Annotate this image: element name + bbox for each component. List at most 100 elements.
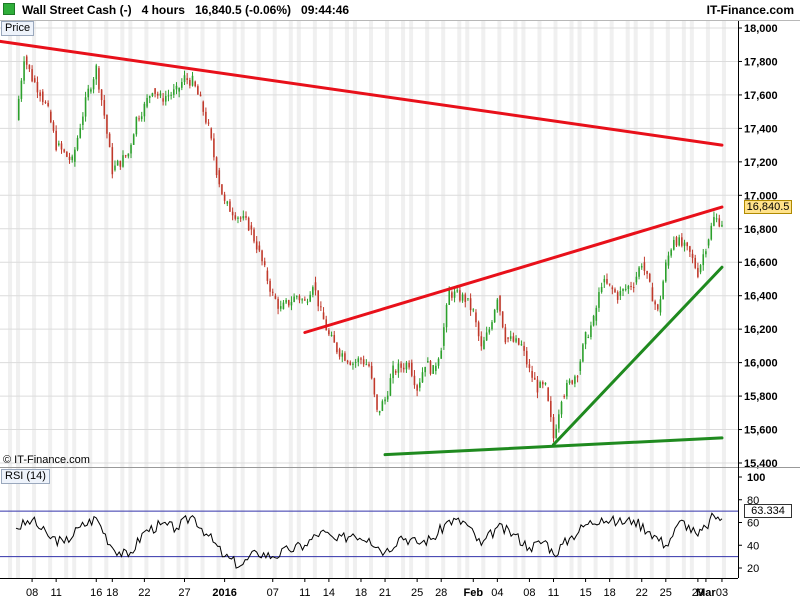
candle-down xyxy=(156,93,159,96)
candle-down xyxy=(413,375,416,386)
candle-down xyxy=(429,361,432,374)
candle-up xyxy=(354,361,357,363)
candle-up xyxy=(483,340,485,350)
candle-down xyxy=(416,385,418,391)
candle-up xyxy=(713,217,715,226)
candle-up xyxy=(181,82,183,88)
candle-down xyxy=(154,88,156,94)
timeframe[interactable]: 4 hours xyxy=(141,3,185,17)
day-band xyxy=(160,21,165,578)
candle-down xyxy=(630,285,632,287)
candle-up xyxy=(673,239,675,250)
candle-down xyxy=(376,394,378,410)
day-band xyxy=(240,21,245,578)
site-name[interactable]: IT-Finance.com xyxy=(706,3,794,17)
x-tick-label: 22 xyxy=(636,587,648,599)
candle-up xyxy=(392,365,394,379)
candle-up xyxy=(116,160,119,166)
price-tick-label: 17,400 xyxy=(744,123,778,135)
candle-down xyxy=(68,156,71,161)
day-band xyxy=(344,21,349,578)
day-band xyxy=(312,21,317,578)
candle-up xyxy=(312,287,314,295)
candle-up xyxy=(544,382,547,385)
candle-down xyxy=(552,417,555,439)
candle-up xyxy=(58,143,60,146)
candle-down xyxy=(253,229,255,242)
candle-up xyxy=(574,376,576,384)
day-band xyxy=(216,21,221,578)
x-tick-label: Feb xyxy=(464,587,484,599)
candle-up xyxy=(432,365,434,374)
candle-up xyxy=(71,156,73,161)
day-band xyxy=(232,21,237,578)
candle-down xyxy=(36,81,39,93)
candle-up xyxy=(357,358,360,362)
candle-down xyxy=(336,342,338,353)
day-band xyxy=(128,21,133,578)
candle-down xyxy=(25,56,28,65)
candle-down xyxy=(571,380,574,384)
candle-down xyxy=(373,378,376,395)
candle-down xyxy=(28,64,31,70)
day-band xyxy=(369,21,374,578)
day-band xyxy=(441,21,446,578)
candle-up xyxy=(191,75,194,86)
candle-up xyxy=(95,65,98,80)
candle-down xyxy=(124,155,127,157)
candle-down xyxy=(41,91,44,102)
candle-up xyxy=(665,262,667,282)
candle-up xyxy=(381,401,384,411)
day-band xyxy=(144,21,149,578)
candle-down xyxy=(656,304,659,310)
candle-down xyxy=(344,353,346,361)
candle-up xyxy=(114,165,116,171)
candle-up xyxy=(640,266,643,268)
clock-time: 09:44:46 xyxy=(301,3,350,17)
x-tick-label: 18 xyxy=(604,587,616,599)
candle-up xyxy=(702,254,705,266)
candle-down xyxy=(55,130,57,151)
candle-up xyxy=(595,307,598,321)
candle-up xyxy=(419,382,421,388)
rsi-tick-label: 40 xyxy=(747,540,759,552)
x-tick-label: 11 xyxy=(50,587,61,599)
candle-down xyxy=(231,211,234,216)
last-rsi-badge: 63.334 xyxy=(744,504,792,518)
day-band xyxy=(593,21,598,578)
candle-down xyxy=(213,138,215,158)
chart-header: Wall Street Cash (-) 4 hours 16,840.5 (-… xyxy=(0,0,800,21)
candle-up xyxy=(20,80,23,99)
candle-down xyxy=(697,267,699,277)
price-tick-label: 16,400 xyxy=(744,291,778,303)
candle-down xyxy=(138,118,140,120)
candle-up xyxy=(485,332,488,341)
candle-up xyxy=(146,97,148,107)
candle-down xyxy=(255,241,258,250)
day-band xyxy=(176,21,181,578)
candle-down xyxy=(210,128,213,139)
candle-down xyxy=(451,292,453,298)
candle-down xyxy=(536,379,539,393)
candle-up xyxy=(424,366,426,373)
price-tick-label: 16,000 xyxy=(744,358,778,370)
candle-up xyxy=(23,61,25,81)
day-band xyxy=(184,21,189,578)
candle-up xyxy=(183,75,186,83)
candle-down xyxy=(333,335,336,343)
candle-up xyxy=(397,363,400,373)
x-tick-label: 16 xyxy=(90,587,102,599)
candle-down xyxy=(691,253,694,258)
candle-up xyxy=(421,372,424,383)
x-tick-label: 08 xyxy=(26,587,38,599)
candle-down xyxy=(459,290,461,301)
candle-up xyxy=(301,299,303,301)
x-tick-label: 15 xyxy=(579,587,591,599)
candle-up xyxy=(456,290,459,292)
candle-up xyxy=(386,395,389,400)
day-band xyxy=(425,21,430,578)
candle-down xyxy=(50,111,52,123)
candle-up xyxy=(143,103,146,117)
candle-up xyxy=(600,287,603,293)
